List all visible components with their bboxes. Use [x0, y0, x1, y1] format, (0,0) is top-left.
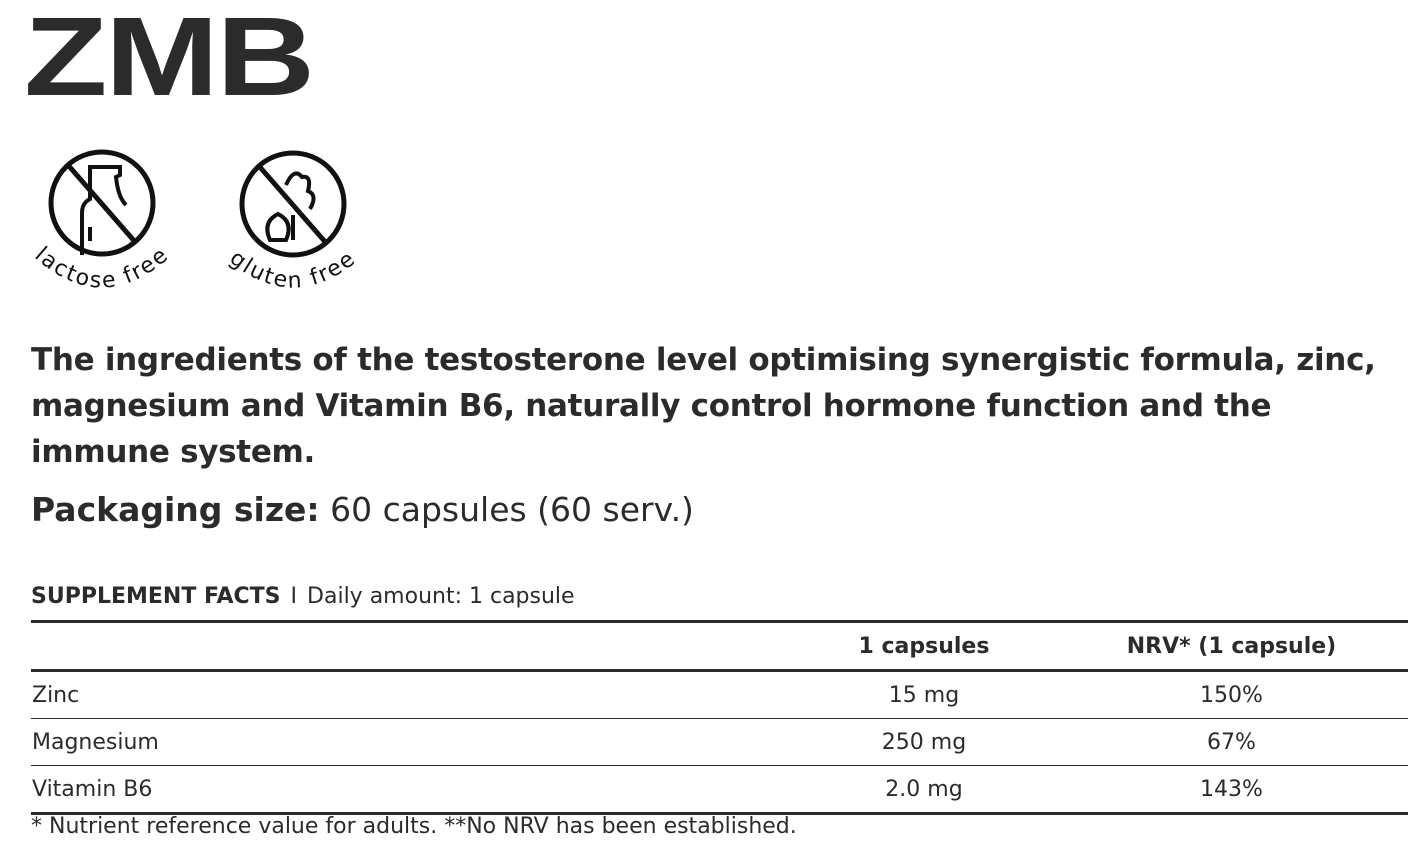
packaging-value: 60 capsules (60 serv.): [330, 490, 694, 529]
svg-text:lactose free: lactose free: [30, 242, 174, 294]
amount: 2.0 mg: [793, 765, 1055, 815]
packaging-size: Packaging size: 60 capsules (60 serv.): [31, 490, 694, 529]
nutrient-name: Vitamin B6: [31, 765, 793, 815]
column-header: 1 capsules: [793, 620, 1055, 672]
packaging-label: Packaging size:: [31, 490, 320, 529]
amount: 15 mg: [793, 670, 1055, 719]
table-header: 1 capsules NRV* (1 capsule): [31, 620, 1408, 672]
footnote: * Nutrient reference value for adults. *…: [31, 814, 797, 839]
nrv: 143%: [1055, 765, 1408, 815]
product-title: ZMB: [24, 0, 315, 119]
facts-title: SUPPLEMENT FACTS: [31, 584, 281, 609]
separator: I: [290, 584, 298, 609]
column-header: NRV* (1 capsule): [1055, 620, 1408, 672]
table-row: Magnesium 250 mg 67%: [31, 718, 1408, 766]
nrv: 67%: [1055, 718, 1408, 766]
table-row: Vitamin B6 2.0 mg 143%: [31, 765, 1408, 815]
supplement-facts-table: 1 capsules NRV* (1 capsule) Zinc 15 mg 150…: [31, 620, 1408, 815]
supplement-facts-heading: SUPPLEMENT FACTS I Daily amount: 1 capsule: [31, 584, 575, 609]
nutrient-name: Magnesium: [31, 718, 793, 766]
nrv: 150%: [1055, 670, 1408, 719]
gluten-free-badge: gluten free: [225, 150, 359, 294]
column-header: [31, 620, 793, 672]
nutrient-name: Zinc: [31, 670, 793, 719]
product-description: The ingredients of the testosterone leve…: [31, 342, 1376, 470]
lactose-free-badge: lactose free: [30, 149, 174, 294]
no-wheat-icon: [239, 150, 347, 258]
badge-label: lactose free: [30, 242, 172, 294]
table-row: Zinc 15 mg 150%: [31, 670, 1408, 719]
amount: 250 mg: [793, 718, 1055, 766]
daily-amount: Daily amount: 1 capsule: [307, 584, 575, 609]
no-milk-bottle-icon: [48, 149, 156, 257]
